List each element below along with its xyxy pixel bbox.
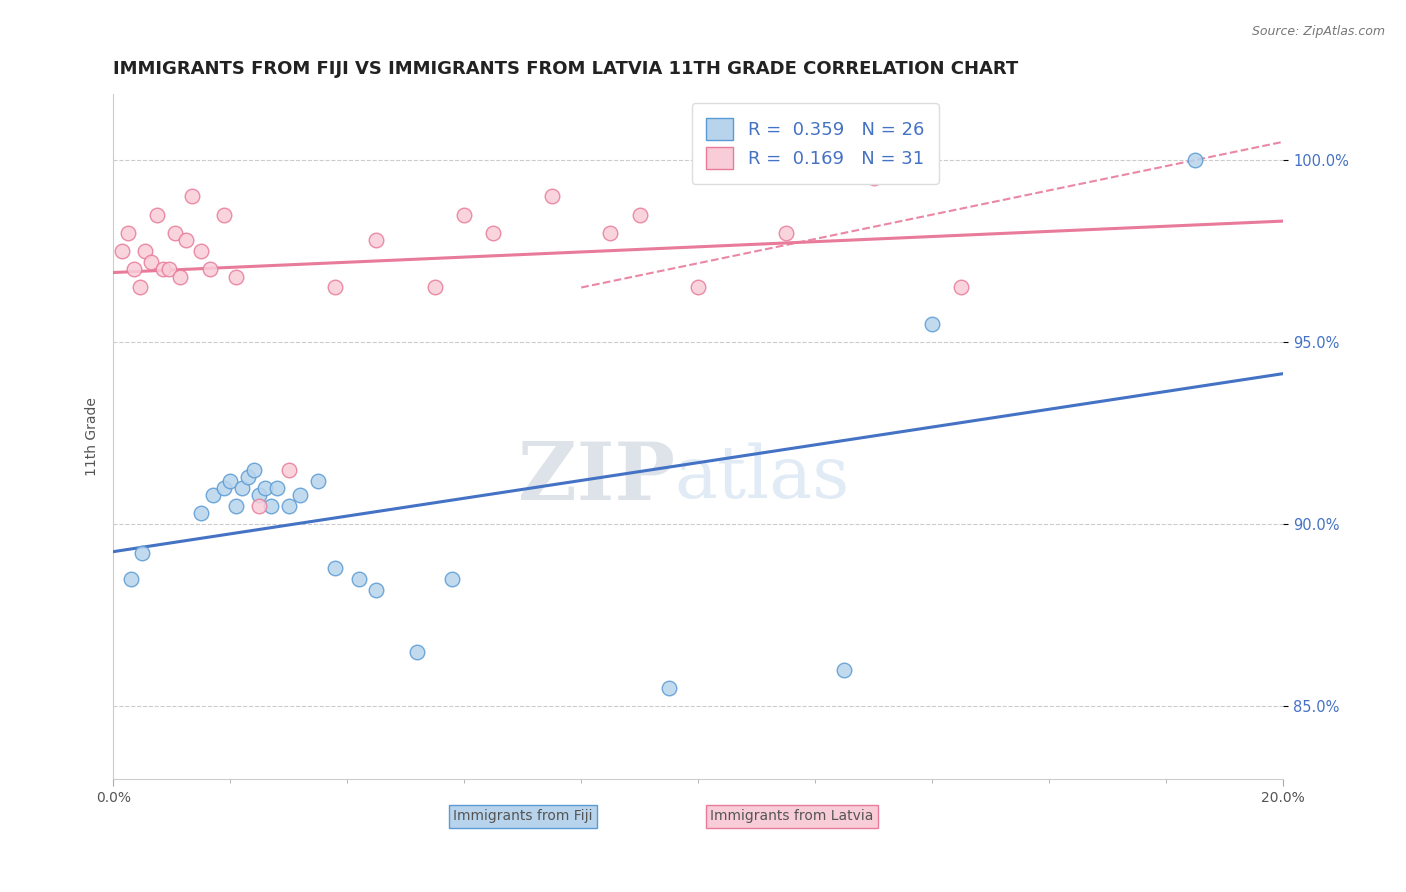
Point (146, 208, 169, 222)
Point (921, 317, 943, 331)
Text: Immigrants from Latvia: Immigrants from Latvia (710, 809, 873, 823)
Point (406, 645, 429, 659)
Point (231, 481, 253, 495)
Point (157, 262, 180, 277)
Point (249, 488, 271, 502)
Point (541, 189, 564, 203)
Text: Immigrants from Fiji: Immigrants from Fiji (453, 809, 592, 823)
Point (658, 681, 681, 696)
Point (366, 233, 388, 247)
Point (169, 269, 191, 284)
Point (111, 244, 134, 258)
Point (201, 488, 224, 502)
Text: Source: ZipAtlas.com: Source: ZipAtlas.com (1251, 25, 1385, 38)
Point (236, 470, 259, 484)
Point (190, 244, 212, 258)
Point (254, 481, 277, 495)
Point (775, 226, 797, 240)
Point (214, 481, 236, 495)
Point (181, 189, 204, 203)
Point (242, 462, 264, 476)
Point (219, 474, 242, 488)
Point (441, 572, 464, 586)
Point (152, 262, 174, 277)
Point (176, 233, 198, 247)
Point (122, 262, 145, 277)
Point (198, 262, 221, 277)
Point (190, 507, 212, 521)
Point (277, 499, 299, 513)
Text: ZIP: ZIP (517, 439, 675, 517)
Point (950, 280, 973, 294)
Point (482, 226, 505, 240)
Point (128, 280, 150, 294)
Point (325, 561, 347, 575)
Point (141, 255, 163, 269)
Legend: R =  0.359   N = 26, R =  0.169   N = 31: R = 0.359 N = 26, R = 0.169 N = 31 (692, 103, 939, 184)
Point (347, 572, 370, 586)
Point (120, 572, 142, 586)
Point (599, 226, 621, 240)
Point (134, 244, 156, 258)
Point (307, 474, 329, 488)
Point (163, 226, 186, 240)
Point (225, 269, 247, 284)
Point (1184, 153, 1206, 167)
Text: atlas: atlas (675, 442, 851, 513)
Point (862, 171, 884, 186)
Point (225, 499, 247, 513)
Point (366, 582, 388, 597)
Point (290, 488, 312, 502)
Point (325, 280, 347, 294)
Point (628, 208, 651, 222)
Point (131, 546, 153, 560)
Point (117, 226, 139, 240)
Point (214, 208, 236, 222)
Point (260, 499, 283, 513)
Y-axis label: 11th Grade: 11th Grade (86, 398, 100, 476)
Point (834, 663, 856, 677)
Point (277, 462, 299, 476)
Text: IMMIGRANTS FROM FIJI VS IMMIGRANTS FROM LATVIA 11TH GRADE CORRELATION CHART: IMMIGRANTS FROM FIJI VS IMMIGRANTS FROM … (114, 60, 1018, 78)
Point (453, 208, 475, 222)
Point (688, 280, 710, 294)
Point (423, 280, 446, 294)
Point (249, 499, 271, 513)
Point (266, 481, 288, 495)
